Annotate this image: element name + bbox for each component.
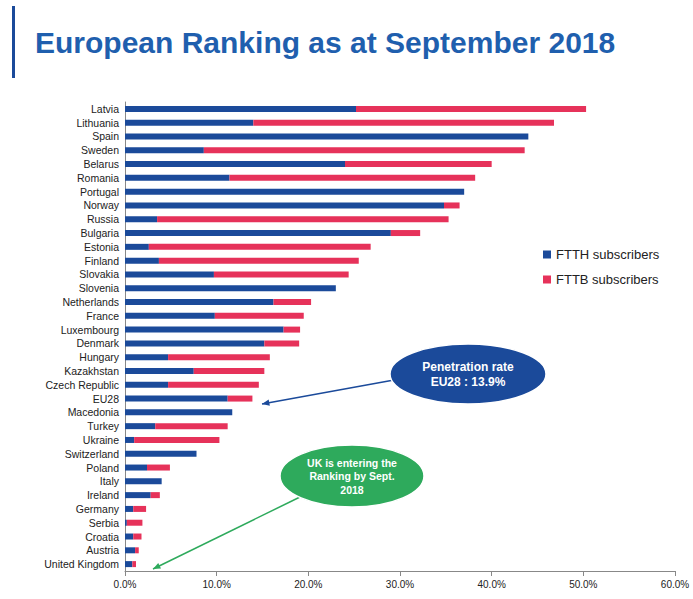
svg-text:Czech Republic: Czech Republic	[45, 379, 119, 391]
svg-text:Turkey: Turkey	[87, 420, 119, 432]
svg-text:Croatia: Croatia	[85, 531, 119, 543]
svg-text:Macedonia: Macedonia	[68, 406, 120, 418]
svg-text:Kazakhstan: Kazakhstan	[64, 365, 119, 377]
svg-text:Bulgaria: Bulgaria	[80, 227, 119, 239]
svg-text:Russia: Russia	[87, 213, 119, 225]
svg-text:Hungary: Hungary	[79, 351, 119, 363]
svg-text:10.0%: 10.0%	[202, 579, 230, 590]
svg-text:Portugal: Portugal	[80, 186, 119, 198]
svg-text:Austria: Austria	[86, 544, 119, 556]
svg-text:Luxembourg: Luxembourg	[61, 324, 120, 336]
svg-text:Switzerland: Switzerland	[65, 448, 119, 460]
svg-text:Estonia: Estonia	[84, 241, 119, 253]
svg-text:Penetration rate: Penetration rate	[422, 360, 514, 374]
svg-text:Germany: Germany	[76, 503, 120, 515]
svg-text:Sweden: Sweden	[81, 144, 119, 156]
svg-text:Ranking by Sept.: Ranking by Sept.	[309, 470, 394, 482]
svg-text:30.0%: 30.0%	[386, 579, 414, 590]
svg-text:0.0%: 0.0%	[114, 579, 137, 590]
svg-text:Ireland: Ireland	[87, 489, 119, 501]
svg-text:Romania: Romania	[77, 172, 119, 184]
svg-text:Poland: Poland	[86, 462, 119, 474]
svg-text:20.0%: 20.0%	[294, 579, 322, 590]
svg-text:Slovenia: Slovenia	[79, 282, 119, 294]
svg-text:EU28: EU28	[93, 393, 119, 405]
svg-text:Belarus: Belarus	[83, 158, 119, 170]
svg-text:Norway: Norway	[83, 199, 119, 211]
svg-text:Slovakia: Slovakia	[79, 268, 119, 280]
svg-text:Spain: Spain	[92, 130, 119, 142]
svg-text:Ukraine: Ukraine	[83, 434, 119, 446]
svg-text:2018: 2018	[340, 484, 364, 496]
svg-text:EU28 : 13.9%: EU28 : 13.9%	[431, 375, 506, 389]
svg-text:50.0%: 50.0%	[569, 579, 597, 590]
svg-text:Netherlands: Netherlands	[62, 296, 119, 308]
svg-text:40.0%: 40.0%	[477, 579, 505, 590]
svg-text:Finland: Finland	[85, 255, 120, 267]
svg-text:Italy: Italy	[100, 475, 120, 487]
svg-text:Latvia: Latvia	[91, 103, 119, 115]
svg-text:Denmark: Denmark	[76, 337, 119, 349]
svg-text:FTTH subscribers: FTTH subscribers	[556, 247, 660, 262]
svg-text:European Ranking as at Septemb: European Ranking as at September 2018	[35, 26, 615, 59]
svg-text:FTTB subscribers: FTTB subscribers	[556, 272, 659, 287]
svg-text:United Kingdom: United Kingdom	[44, 558, 119, 570]
svg-text:UK is entering the: UK is entering the	[307, 457, 397, 469]
svg-text:Serbia: Serbia	[89, 517, 120, 529]
svg-text:60.0%: 60.0%	[661, 579, 689, 590]
svg-text:Lithuania: Lithuania	[76, 117, 119, 129]
svg-text:France: France	[86, 310, 119, 322]
